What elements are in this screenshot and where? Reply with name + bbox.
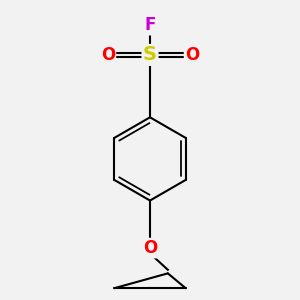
Text: O: O	[143, 239, 157, 257]
Text: O: O	[101, 46, 115, 64]
Text: S: S	[143, 45, 157, 64]
Text: O: O	[185, 46, 199, 64]
Text: F: F	[144, 16, 156, 34]
